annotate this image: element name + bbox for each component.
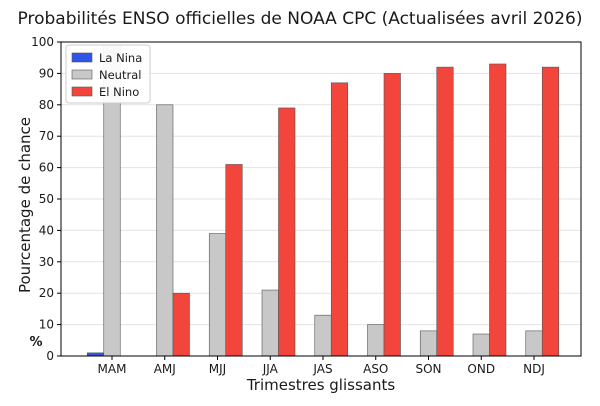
x-axis-label: Trimestres glissants (246, 376, 396, 394)
x-tick-label-jas: JAS (312, 362, 332, 376)
y-tick-label-30: 30 (39, 255, 54, 269)
legend-swatch-la-nina (71, 52, 93, 63)
bar-el-nino-amj (172, 292, 190, 357)
legend: La Nina Neutral El Nino (65, 44, 151, 104)
legend-label-la-nina: La Nina (99, 51, 142, 65)
y-tick-label-20: 20 (39, 286, 54, 300)
bar-neutral-ndj (525, 330, 543, 357)
bar-el-nino-aso (383, 73, 401, 357)
bar-el-nino-son (436, 66, 454, 357)
bar-el-nino-jas (330, 82, 349, 357)
x-tick-label-amj: AMJ (154, 362, 176, 376)
x-tick-label-ndj: NDJ (523, 362, 545, 376)
x-tick-label-mam: MAM (98, 362, 127, 376)
bar-neutral-amj (156, 104, 174, 357)
x-axis-ticks: MAM AMJ MJJ JJA JAS ASO SON OND NDJ (98, 356, 545, 376)
x-tick-label-ond: OND (467, 362, 495, 376)
y-axis-ticks: 0 10 20 30 40 50 60 70 80 90 100 (31, 35, 61, 363)
chart-title: Probabilités ENSO officielles de NOAA CP… (18, 9, 583, 29)
bar-neutral-aso (367, 324, 385, 357)
y-axis-unit-label: % (29, 335, 42, 350)
bar-neutral-jas (314, 314, 332, 357)
bar-el-nino-jja (278, 107, 296, 357)
y-tick-label-90: 90 (39, 66, 54, 80)
bar-neutral-jja (261, 289, 279, 357)
y-tick-label-10: 10 (39, 318, 54, 332)
y-tick-label-100: 100 (31, 35, 54, 49)
legend-label-neutral: Neutral (99, 68, 141, 82)
bar-el-nino-ond (489, 63, 507, 357)
plot-frame (60, 41, 582, 357)
legend-swatch-el-nino (71, 86, 93, 97)
x-tick-label-son: SON (415, 362, 441, 376)
y-tick-label-50: 50 (39, 192, 54, 206)
y-tick-label-80: 80 (39, 98, 54, 112)
legend-swatch-neutral (71, 69, 93, 80)
bar-neutral-son (419, 330, 438, 357)
bar-el-nino-ndj (541, 66, 560, 357)
y-tick-label-40: 40 (39, 223, 54, 237)
y-tick-label-60: 60 (39, 161, 54, 175)
x-tick-label-jja: JJA (262, 362, 279, 376)
y-axis-label: Pourcentage de chance (16, 117, 34, 293)
legend-label-el-nino: El Nino (99, 85, 139, 99)
bar-neutral-ond (472, 333, 490, 357)
x-tick-label-mjj: MJJ (209, 362, 226, 376)
y-tick-label-0: 0 (46, 349, 54, 363)
y-tick-label-70: 70 (39, 129, 54, 143)
x-tick-label-aso: ASO (363, 362, 388, 376)
bar-neutral-mjj (208, 233, 227, 357)
bar-el-nino-mjj (225, 164, 243, 357)
